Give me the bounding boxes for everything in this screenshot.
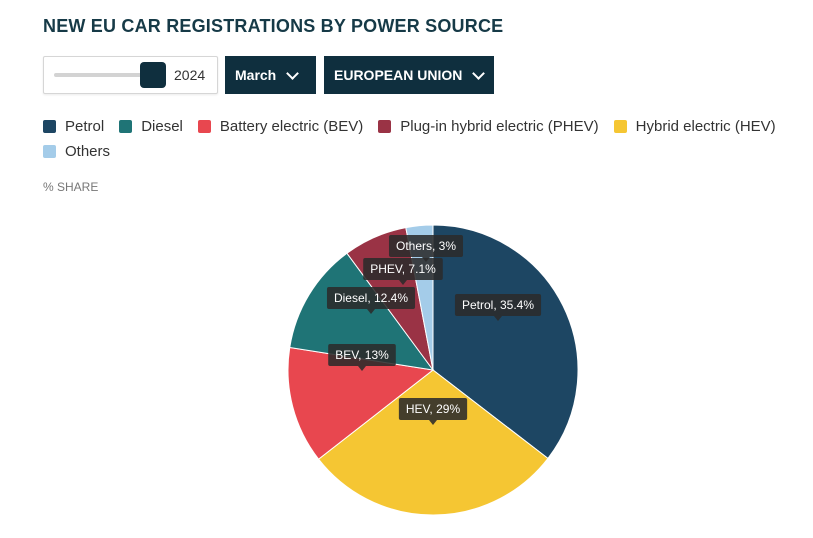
data-label-hev: HEV, 29% [398,398,468,425]
data-label-phev: PHEV, 7.1% [363,258,443,285]
data-label-diesel: Diesel, 12.4% [326,287,416,314]
data-label-pointer [367,309,375,314]
data-label-box [326,287,416,309]
legend-label: Plug-in hybrid electric (PHEV) [400,118,599,135]
month-dropdown-label: March [235,67,277,83]
data-label-bev: BEV, 13% [328,344,396,371]
data-label-box [363,258,443,280]
legend-item-diesel[interactable]: Diesel [119,117,183,136]
legend-item-petrol[interactable]: Petrol [43,117,104,136]
legend-label: Petrol [65,118,105,135]
legend-label: Hybrid electric (HEV) [635,118,776,135]
year-slider-thumb[interactable] [140,62,166,88]
data-label-box [388,235,464,257]
month-dropdown[interactable]: March [225,56,316,94]
legend-swatch [43,145,56,158]
region-dropdown-label: EUROPEAN UNION [334,67,463,83]
data-label-text: Diesel, 12.4% [334,291,408,305]
legend-swatch [43,120,56,133]
data-label-pointer [429,420,437,425]
data-label-pointer [422,257,430,262]
legend-label: Battery electric (BEV) [219,118,364,135]
data-label-box [454,294,542,316]
data-label-text: BEV, 13% [335,348,389,362]
legend-swatch [613,120,627,133]
data-label-petrol: Petrol, 35.4% [454,294,542,321]
legend-swatch [378,120,392,133]
legend-item-phev[interactable]: Plug-in hybrid electric (PHEV) [378,117,599,136]
data-label-pointer [494,316,502,321]
unit-label: % SHARE [43,180,99,194]
year-value: 2024 [174,67,206,83]
pie-slice-bev[interactable] [287,346,435,460]
legend-swatch [119,120,133,133]
legend-item-hev[interactable]: Hybrid electric (HEV) [613,117,776,136]
data-label-text: Others, 3% [396,239,456,253]
data-label-pointer [399,280,407,285]
legend-item-bev[interactable]: Battery electric (BEV) [197,117,364,136]
legend-label: Others [65,143,111,160]
data-label-others: Others, 3% [388,235,464,262]
pie-slice-petrol[interactable] [432,224,579,460]
data-label-box [328,344,396,366]
region-dropdown[interactable]: EUROPEAN UNION [324,56,494,94]
data-label-pointer [358,366,366,371]
legend-item-others[interactable]: Others [43,142,110,161]
data-label-text: HEV, 29% [406,402,461,416]
pie-slice-hev[interactable] [317,369,549,516]
pie-slice-diesel[interactable] [289,252,435,371]
data-label-text: Petrol, 35.4% [462,298,534,312]
legend-swatch [197,120,211,133]
chart-legend: Petrol Diesel Battery electric (BEV) Plu… [43,117,803,161]
legend-label: Diesel [141,118,183,135]
data-label-box [398,398,468,420]
year-slider-track[interactable] [54,73,151,77]
data-label-text: PHEV, 7.1% [370,262,436,276]
year-slider[interactable]: 2024 [43,56,218,94]
chart-title: NEW EU CAR REGISTRATIONS BY POWER SOURCE [43,16,504,36]
